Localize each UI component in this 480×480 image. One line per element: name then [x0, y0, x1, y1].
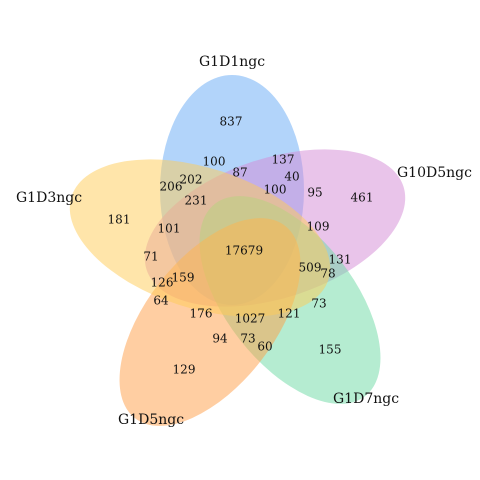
set-label-g10d5ngc: G10D5ngc: [397, 165, 472, 181]
region-count: 78: [320, 267, 335, 281]
region-count: 40: [284, 170, 299, 184]
region-count: 231: [185, 194, 208, 208]
set-ellipse-g1d3ngc: [69, 159, 331, 317]
region-count: 837: [220, 115, 243, 129]
region-count: 60: [257, 340, 272, 354]
region-count: 126: [151, 276, 174, 290]
region-count: 509: [299, 261, 322, 275]
region-count: 100: [203, 155, 226, 169]
region-count: 64: [153, 294, 169, 308]
region-count: 137: [272, 153, 295, 167]
region-count: 73: [311, 297, 326, 311]
set-label-g1d5ngc: G1D5ngc: [118, 412, 184, 428]
region-count: 181: [108, 213, 131, 227]
region-count: 100: [264, 183, 287, 197]
set-label-g1d7ngc: G1D7ngc: [333, 391, 399, 407]
region-count: 109: [307, 220, 330, 234]
region-count: 73: [240, 332, 255, 346]
region-count: 131: [329, 253, 352, 267]
set-label-g1d3ngc: G1D3ngc: [16, 190, 82, 206]
set-label-g1d1ngc: G1D1ngc: [199, 54, 265, 70]
region-counts: 837 461 155 129 181 100 137 87 40 100 95…: [108, 115, 374, 377]
region-count: 94: [212, 332, 228, 346]
region-count: 206: [160, 180, 183, 194]
region-count: 202: [180, 173, 203, 187]
set-ellipses: [69, 75, 406, 426]
region-count: 71: [143, 250, 158, 264]
region-count: 159: [172, 271, 195, 285]
region-count: 121: [278, 307, 301, 321]
region-count: 176: [190, 307, 213, 321]
region-count: 87: [232, 166, 247, 180]
region-count: 101: [158, 222, 181, 236]
region-count: 461: [351, 191, 374, 205]
region-count: 95: [307, 186, 322, 200]
region-count: 17679: [225, 244, 263, 258]
region-count: 1027: [235, 312, 266, 326]
region-count: 129: [173, 363, 196, 377]
region-count: 155: [319, 343, 342, 357]
set-labels: G1D1ngc G10D5ngc G1D7ngc G1D5ngc G1D3ngc: [16, 54, 472, 428]
